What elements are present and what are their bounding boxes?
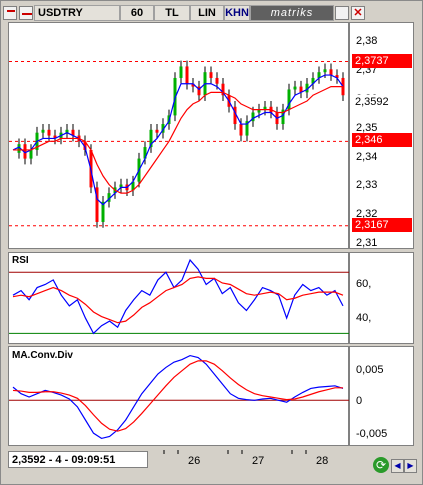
- period-field[interactable]: 60: [120, 5, 154, 21]
- mode-field[interactable]: KHN: [224, 5, 250, 21]
- date-tick-26: 26: [188, 455, 201, 467]
- currency-field[interactable]: TL: [154, 5, 190, 21]
- refresh-icon[interactable]: ⟳: [373, 457, 389, 473]
- candle-body: [131, 181, 135, 191]
- candle-body: [23, 144, 27, 159]
- candle-body: [143, 147, 147, 159]
- price-chart: [9, 23, 350, 248]
- candle-body: [305, 83, 309, 93]
- candle-body: [119, 184, 123, 188]
- candle-body: [95, 187, 99, 222]
- rsi-tick-40: 40,: [356, 312, 372, 324]
- candle-body: [335, 75, 339, 78]
- price-tag: 2,346: [352, 133, 412, 148]
- indicator-icon[interactable]: [19, 6, 33, 20]
- candle-body: [83, 141, 87, 150]
- price-tag: 2,3167: [352, 217, 412, 232]
- ma_slow-line: [13, 85, 343, 194]
- candle-body: [101, 201, 105, 222]
- symbol-field[interactable]: USDTRY: [34, 5, 120, 21]
- macd-tick-neg: -0,005: [356, 428, 388, 440]
- macd-panel[interactable]: [8, 346, 414, 446]
- scroll-right-icon[interactable]: ▶: [404, 459, 417, 473]
- candle-body: [197, 86, 201, 96]
- macd-title: MA.Conv.Div: [12, 350, 73, 361]
- chart-toolbar: USDTRY 60 TL LIN KHN matriks ✕: [2, 4, 419, 22]
- price-tag: 2,3737: [352, 53, 412, 68]
- candle-body: [299, 86, 303, 93]
- cursor-readout: 2,3592 - 4 - 09:09:51: [8, 451, 148, 468]
- chart-type-icon[interactable]: [3, 6, 17, 20]
- candle-body: [257, 109, 261, 113]
- macd-tick-zero: 0: [356, 395, 363, 407]
- ma_fast-line: [12, 74, 344, 206]
- candle-body: [263, 106, 267, 110]
- date-tick-27: 27: [252, 455, 265, 467]
- candle-body: [233, 106, 237, 125]
- candle-body: [329, 69, 333, 76]
- rsi-tick-60: 60,: [356, 278, 372, 290]
- macd-line: [12, 354, 344, 440]
- candle-body: [281, 109, 285, 125]
- candle-body: [221, 83, 225, 96]
- price-tick-label: 2,31: [356, 237, 378, 249]
- candle-body: [179, 66, 183, 78]
- date-axis: [150, 450, 350, 468]
- scale-field[interactable]: LIN: [190, 5, 224, 21]
- price-tick-label: 2,38: [356, 35, 378, 48]
- candle-body: [239, 124, 243, 136]
- candle-body: [71, 129, 75, 136]
- brand-logo: matriks: [250, 5, 334, 21]
- rsi-panel[interactable]: [8, 252, 414, 344]
- candle-body: [53, 135, 57, 139]
- candle-body: [65, 129, 69, 133]
- scroll-left-icon[interactable]: ◀: [391, 459, 404, 473]
- candle-body: [17, 144, 21, 153]
- candle-body: [317, 72, 321, 78]
- candle-body: [323, 69, 327, 73]
- candle-body: [161, 124, 165, 133]
- restore-icon[interactable]: [335, 6, 349, 20]
- price-tick-label: 2,33: [356, 179, 378, 192]
- candle-body: [29, 149, 33, 159]
- rsi-chart: [9, 253, 350, 343]
- price-tick-label: 2,35: [356, 121, 378, 134]
- candle-body: [251, 112, 255, 122]
- candle-body: [41, 129, 45, 133]
- candle-body: [149, 129, 153, 148]
- macd-tick-pos: 0,005: [356, 364, 384, 376]
- candle-body: [209, 72, 213, 78]
- rsi-line: [12, 258, 344, 335]
- price-tag: 2,3592: [352, 95, 412, 110]
- macd-chart: [9, 347, 350, 445]
- price-tick-label: 2,34: [356, 150, 378, 163]
- rsi-title: RSI: [12, 255, 29, 266]
- rsi_ma-line: [12, 276, 344, 324]
- signal-line: [12, 360, 343, 432]
- close-icon[interactable]: ✕: [351, 6, 365, 20]
- candle-body: [107, 193, 111, 202]
- price-panel[interactable]: [8, 22, 414, 249]
- candle-body: [155, 129, 159, 133]
- date-tick-28: 28: [316, 455, 329, 467]
- candle-body: [47, 129, 51, 136]
- price-tick-label: 2,32: [356, 208, 378, 221]
- candle-body: [215, 77, 219, 84]
- candle-body: [185, 66, 189, 84]
- candle-body: [293, 86, 297, 90]
- candle-body: [287, 89, 291, 110]
- candle-body: [245, 121, 249, 136]
- candle-body: [191, 83, 195, 87]
- candle-body: [311, 77, 315, 84]
